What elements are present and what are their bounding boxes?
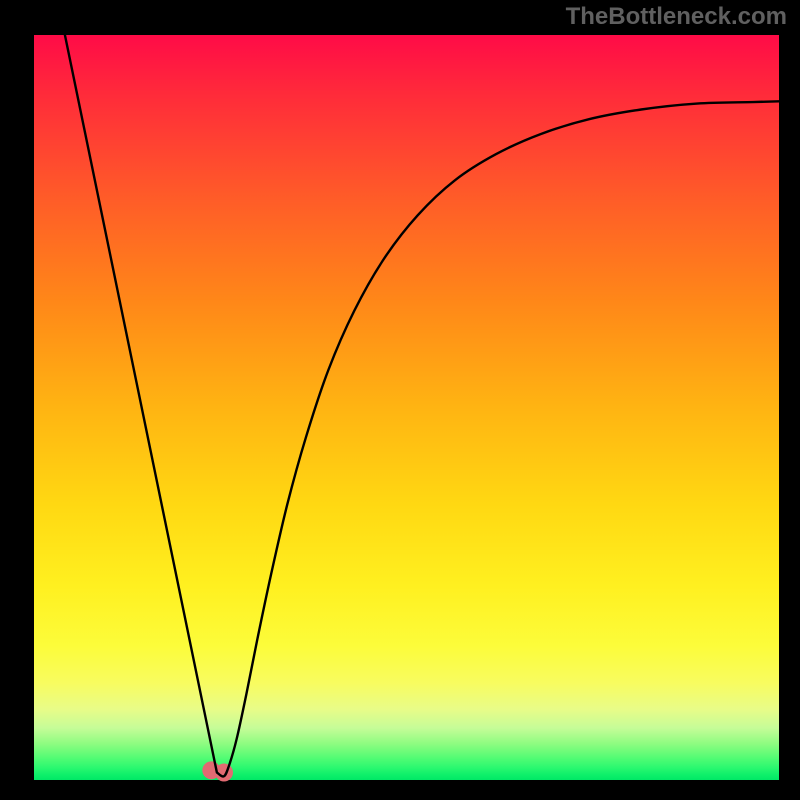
curve-overlay — [0, 0, 800, 800]
bottleneck-curve — [65, 35, 779, 776]
watermark-text: TheBottleneck.com — [566, 3, 787, 31]
chart-container: TheBottleneck.com — [0, 0, 800, 800]
